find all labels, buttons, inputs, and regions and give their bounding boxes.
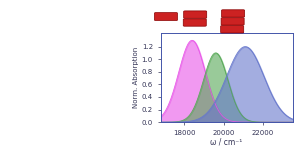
FancyBboxPatch shape	[183, 19, 206, 26]
FancyBboxPatch shape	[221, 18, 244, 25]
Y-axis label: Norm. Absorption: Norm. Absorption	[133, 47, 139, 108]
FancyBboxPatch shape	[221, 26, 244, 33]
FancyBboxPatch shape	[154, 13, 178, 21]
X-axis label: ω / cm⁻¹: ω / cm⁻¹	[210, 137, 243, 146]
FancyBboxPatch shape	[221, 10, 244, 17]
FancyBboxPatch shape	[184, 11, 207, 18]
